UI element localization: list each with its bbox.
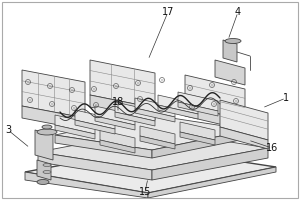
Text: 17: 17 xyxy=(162,7,174,17)
Polygon shape xyxy=(22,70,85,118)
Polygon shape xyxy=(152,130,250,158)
Polygon shape xyxy=(25,172,148,198)
Text: 15: 15 xyxy=(139,187,151,197)
Ellipse shape xyxy=(43,164,51,166)
Text: 18: 18 xyxy=(112,97,124,107)
Text: 4: 4 xyxy=(235,7,241,17)
Polygon shape xyxy=(90,60,155,108)
Polygon shape xyxy=(158,105,198,119)
Ellipse shape xyxy=(225,38,241,44)
Polygon shape xyxy=(215,60,245,85)
Text: 16: 16 xyxy=(266,143,278,153)
Polygon shape xyxy=(220,127,268,149)
Text: 3: 3 xyxy=(5,125,11,135)
Polygon shape xyxy=(135,98,175,117)
Polygon shape xyxy=(135,108,175,122)
Polygon shape xyxy=(75,120,115,134)
Polygon shape xyxy=(220,100,268,140)
Polygon shape xyxy=(55,125,95,139)
Polygon shape xyxy=(185,106,245,130)
Polygon shape xyxy=(178,92,218,111)
Ellipse shape xyxy=(42,125,52,129)
Polygon shape xyxy=(115,112,155,126)
Polygon shape xyxy=(100,140,135,153)
Polygon shape xyxy=(35,130,53,160)
Polygon shape xyxy=(38,152,152,180)
Polygon shape xyxy=(223,40,237,62)
Polygon shape xyxy=(185,75,245,120)
Polygon shape xyxy=(140,126,175,144)
Polygon shape xyxy=(152,148,268,180)
Polygon shape xyxy=(148,167,276,198)
Polygon shape xyxy=(178,102,218,116)
Ellipse shape xyxy=(37,180,49,184)
Polygon shape xyxy=(95,106,135,125)
Polygon shape xyxy=(115,102,155,121)
Polygon shape xyxy=(140,136,175,149)
Polygon shape xyxy=(55,115,250,150)
Polygon shape xyxy=(38,130,268,170)
Polygon shape xyxy=(37,160,51,180)
Ellipse shape xyxy=(43,170,51,173)
Polygon shape xyxy=(158,95,198,114)
Polygon shape xyxy=(180,132,215,145)
Polygon shape xyxy=(55,135,152,158)
Polygon shape xyxy=(100,130,135,148)
Polygon shape xyxy=(180,122,215,140)
Polygon shape xyxy=(25,148,276,193)
Polygon shape xyxy=(22,106,85,130)
Polygon shape xyxy=(90,95,155,120)
Polygon shape xyxy=(75,110,115,129)
Text: 1: 1 xyxy=(283,93,289,103)
Polygon shape xyxy=(55,115,95,134)
Polygon shape xyxy=(95,116,135,130)
Ellipse shape xyxy=(37,129,57,135)
